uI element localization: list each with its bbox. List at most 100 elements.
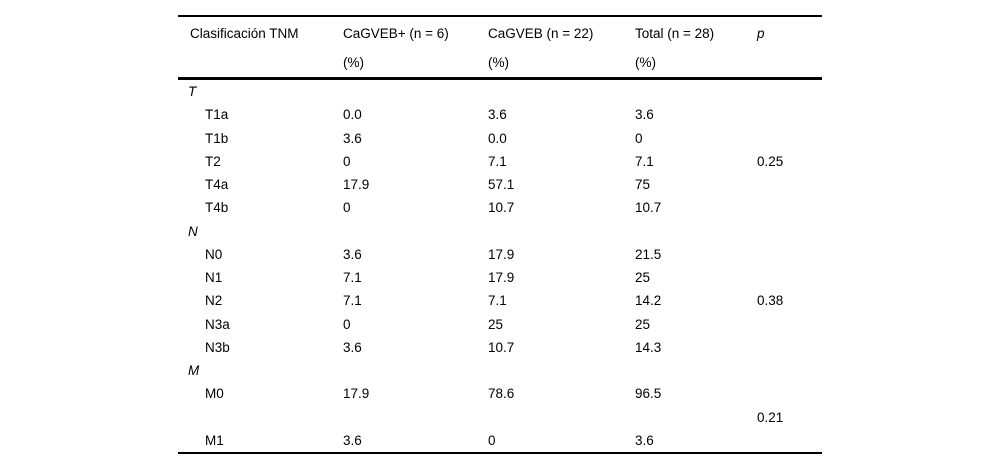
row-label: T1a <box>205 107 229 123</box>
cell-p <box>757 79 822 104</box>
cell-p <box>757 103 822 126</box>
tnm-classification-table: Clasificación TNM CaGVEB+ (n = 6) (%) CaGVE… <box>178 15 822 454</box>
cell-cagveb: 78.6 <box>488 386 515 402</box>
cell-total: 10.7 <box>635 200 662 216</box>
table-row-N3a: N3a 0 25 25 <box>178 313 822 336</box>
section-row-T: T <box>178 79 822 104</box>
cell-total: 3.6 <box>635 107 654 123</box>
cell-total: 14.2 <box>635 293 662 309</box>
cell-cagveb <box>488 359 635 382</box>
cell-cagveb-pos <box>343 359 488 382</box>
cell-cagveb-pos: 0.0 <box>343 107 362 123</box>
column-header-unit: (%) <box>488 55 509 70</box>
cell-cagveb-pos: 7.1 <box>343 293 362 309</box>
row-label: T4a <box>205 177 229 193</box>
column-header-label: CaGVEB+ (n = 6) <box>343 26 449 41</box>
cell-cagveb-pos <box>343 220 488 243</box>
cell-total: 75 <box>635 177 651 193</box>
cell-p <box>757 313 822 336</box>
row-label: M1 <box>205 432 224 448</box>
row-label: N3a <box>205 316 230 332</box>
column-header-unit <box>757 55 822 71</box>
cell-total: 14.3 <box>635 339 662 355</box>
table-body: T T1a 0.0 3.6 3.6 T1b 3.6 0.0 0 T2 0 7.1 7.1 0.25 T4a 1… <box>178 79 822 453</box>
column-header-unit: (%) <box>635 55 656 70</box>
header-row: Clasificación TNM CaGVEB+ (n = 6) (%) CaGVE… <box>178 16 822 79</box>
cell-total <box>635 220 757 243</box>
row-label: T4b <box>205 200 229 216</box>
column-header-cagveb-pos: CaGVEB+ (n = 6) (%) <box>343 16 488 79</box>
cell-cagveb: 0.0 <box>488 130 507 146</box>
column-header-total: Total (n = 28) (%) <box>635 16 757 79</box>
cell-p <box>757 196 822 219</box>
column-header-cagveb: CaGVEB (n = 22) (%) <box>488 16 635 79</box>
table-header: Clasificación TNM CaGVEB+ (n = 6) (%) CaGVE… <box>178 16 822 79</box>
table-row-T2: T2 0 7.1 7.1 0.25 <box>178 150 822 173</box>
cell-p: 0.25 <box>757 153 784 169</box>
cell-cagveb <box>488 406 635 429</box>
section-row-M: M <box>178 359 822 382</box>
column-header-clasificacion-tnm: Clasificación TNM <box>178 16 343 79</box>
cell-cagveb-pos: 3.6 <box>343 130 362 146</box>
row-label: N2 <box>205 293 223 309</box>
row-label: M <box>188 363 200 379</box>
table-row-T1b: T1b 3.6 0.0 0 <box>178 127 822 150</box>
row-label: N <box>188 223 198 239</box>
table-row-N0: N0 3.6 17.9 21.5 <box>178 243 822 266</box>
cell-cagveb-pos: 3.6 <box>343 432 362 448</box>
column-header-label: Clasificación TNM <box>190 26 299 41</box>
cell-cagveb-pos: 17.9 <box>343 386 370 402</box>
cell-p <box>757 382 822 405</box>
cell-total: 21.5 <box>635 246 662 262</box>
row-label: T <box>188 84 197 100</box>
cell-cagveb-pos: 3.6 <box>343 246 362 262</box>
row-label: N3b <box>205 339 230 355</box>
table-row-T4b: T4b 0 10.7 10.7 <box>178 196 822 219</box>
cell-cagveb-pos: 7.1 <box>343 270 362 286</box>
cell-p <box>757 173 822 196</box>
cell-total <box>635 79 757 104</box>
cell-total: 7.1 <box>635 153 654 169</box>
table-row-N2: N2 7.1 7.1 14.2 0.38 <box>178 289 822 312</box>
cell-cagveb: 7.1 <box>488 153 507 169</box>
cell-cagveb: 25 <box>488 316 504 332</box>
row-label: M0 <box>205 386 224 402</box>
column-header-label: CaGVEB (n = 22) <box>488 26 594 41</box>
cell-cagveb: 17.9 <box>488 246 515 262</box>
cell-cagveb-pos: 17.9 <box>343 177 370 193</box>
section-row-N: N <box>178 220 822 243</box>
column-header-unit: (%) <box>343 55 364 70</box>
cell-cagveb-pos: 3.6 <box>343 339 362 355</box>
cell-cagveb: 0 <box>488 432 496 448</box>
table-row-M1: M1 3.6 0 3.6 <box>178 429 822 453</box>
cell-p <box>757 336 822 359</box>
cell-p <box>757 266 822 289</box>
cell-p <box>757 243 822 266</box>
cell-total: 25 <box>635 316 651 332</box>
column-header-label: p <box>757 26 765 41</box>
table-row-spacer: 0.21 <box>178 406 822 429</box>
cell-cagveb: 10.7 <box>488 339 515 355</box>
row-label: N1 <box>205 270 223 286</box>
cell-cagveb: 7.1 <box>488 293 507 309</box>
cell-total <box>635 359 757 382</box>
cell-cagveb-pos <box>343 406 488 429</box>
row-label: N0 <box>205 246 223 262</box>
cell-cagveb-pos: 0 <box>343 316 351 332</box>
cell-p <box>757 359 822 382</box>
cell-cagveb: 17.9 <box>488 270 515 286</box>
table-row-M0: M0 17.9 78.6 96.5 <box>178 382 822 405</box>
table-row-N3b: N3b 3.6 10.7 14.3 <box>178 336 822 359</box>
row-label: T1b <box>205 130 229 146</box>
cell-cagveb: 3.6 <box>488 107 507 123</box>
cell-cagveb-pos: 0 <box>343 153 351 169</box>
row-label: T2 <box>205 153 221 169</box>
cell-total <box>635 406 757 429</box>
column-header-label: Total (n = 28) <box>635 26 715 41</box>
cell-cagveb: 10.7 <box>488 200 515 216</box>
cell-total: 25 <box>635 270 651 286</box>
cell-cagveb-pos: 0 <box>343 200 351 216</box>
cell-p: 0.21 <box>757 409 784 425</box>
cell-total: 96.5 <box>635 386 662 402</box>
cell-p: 0.38 <box>757 293 784 309</box>
